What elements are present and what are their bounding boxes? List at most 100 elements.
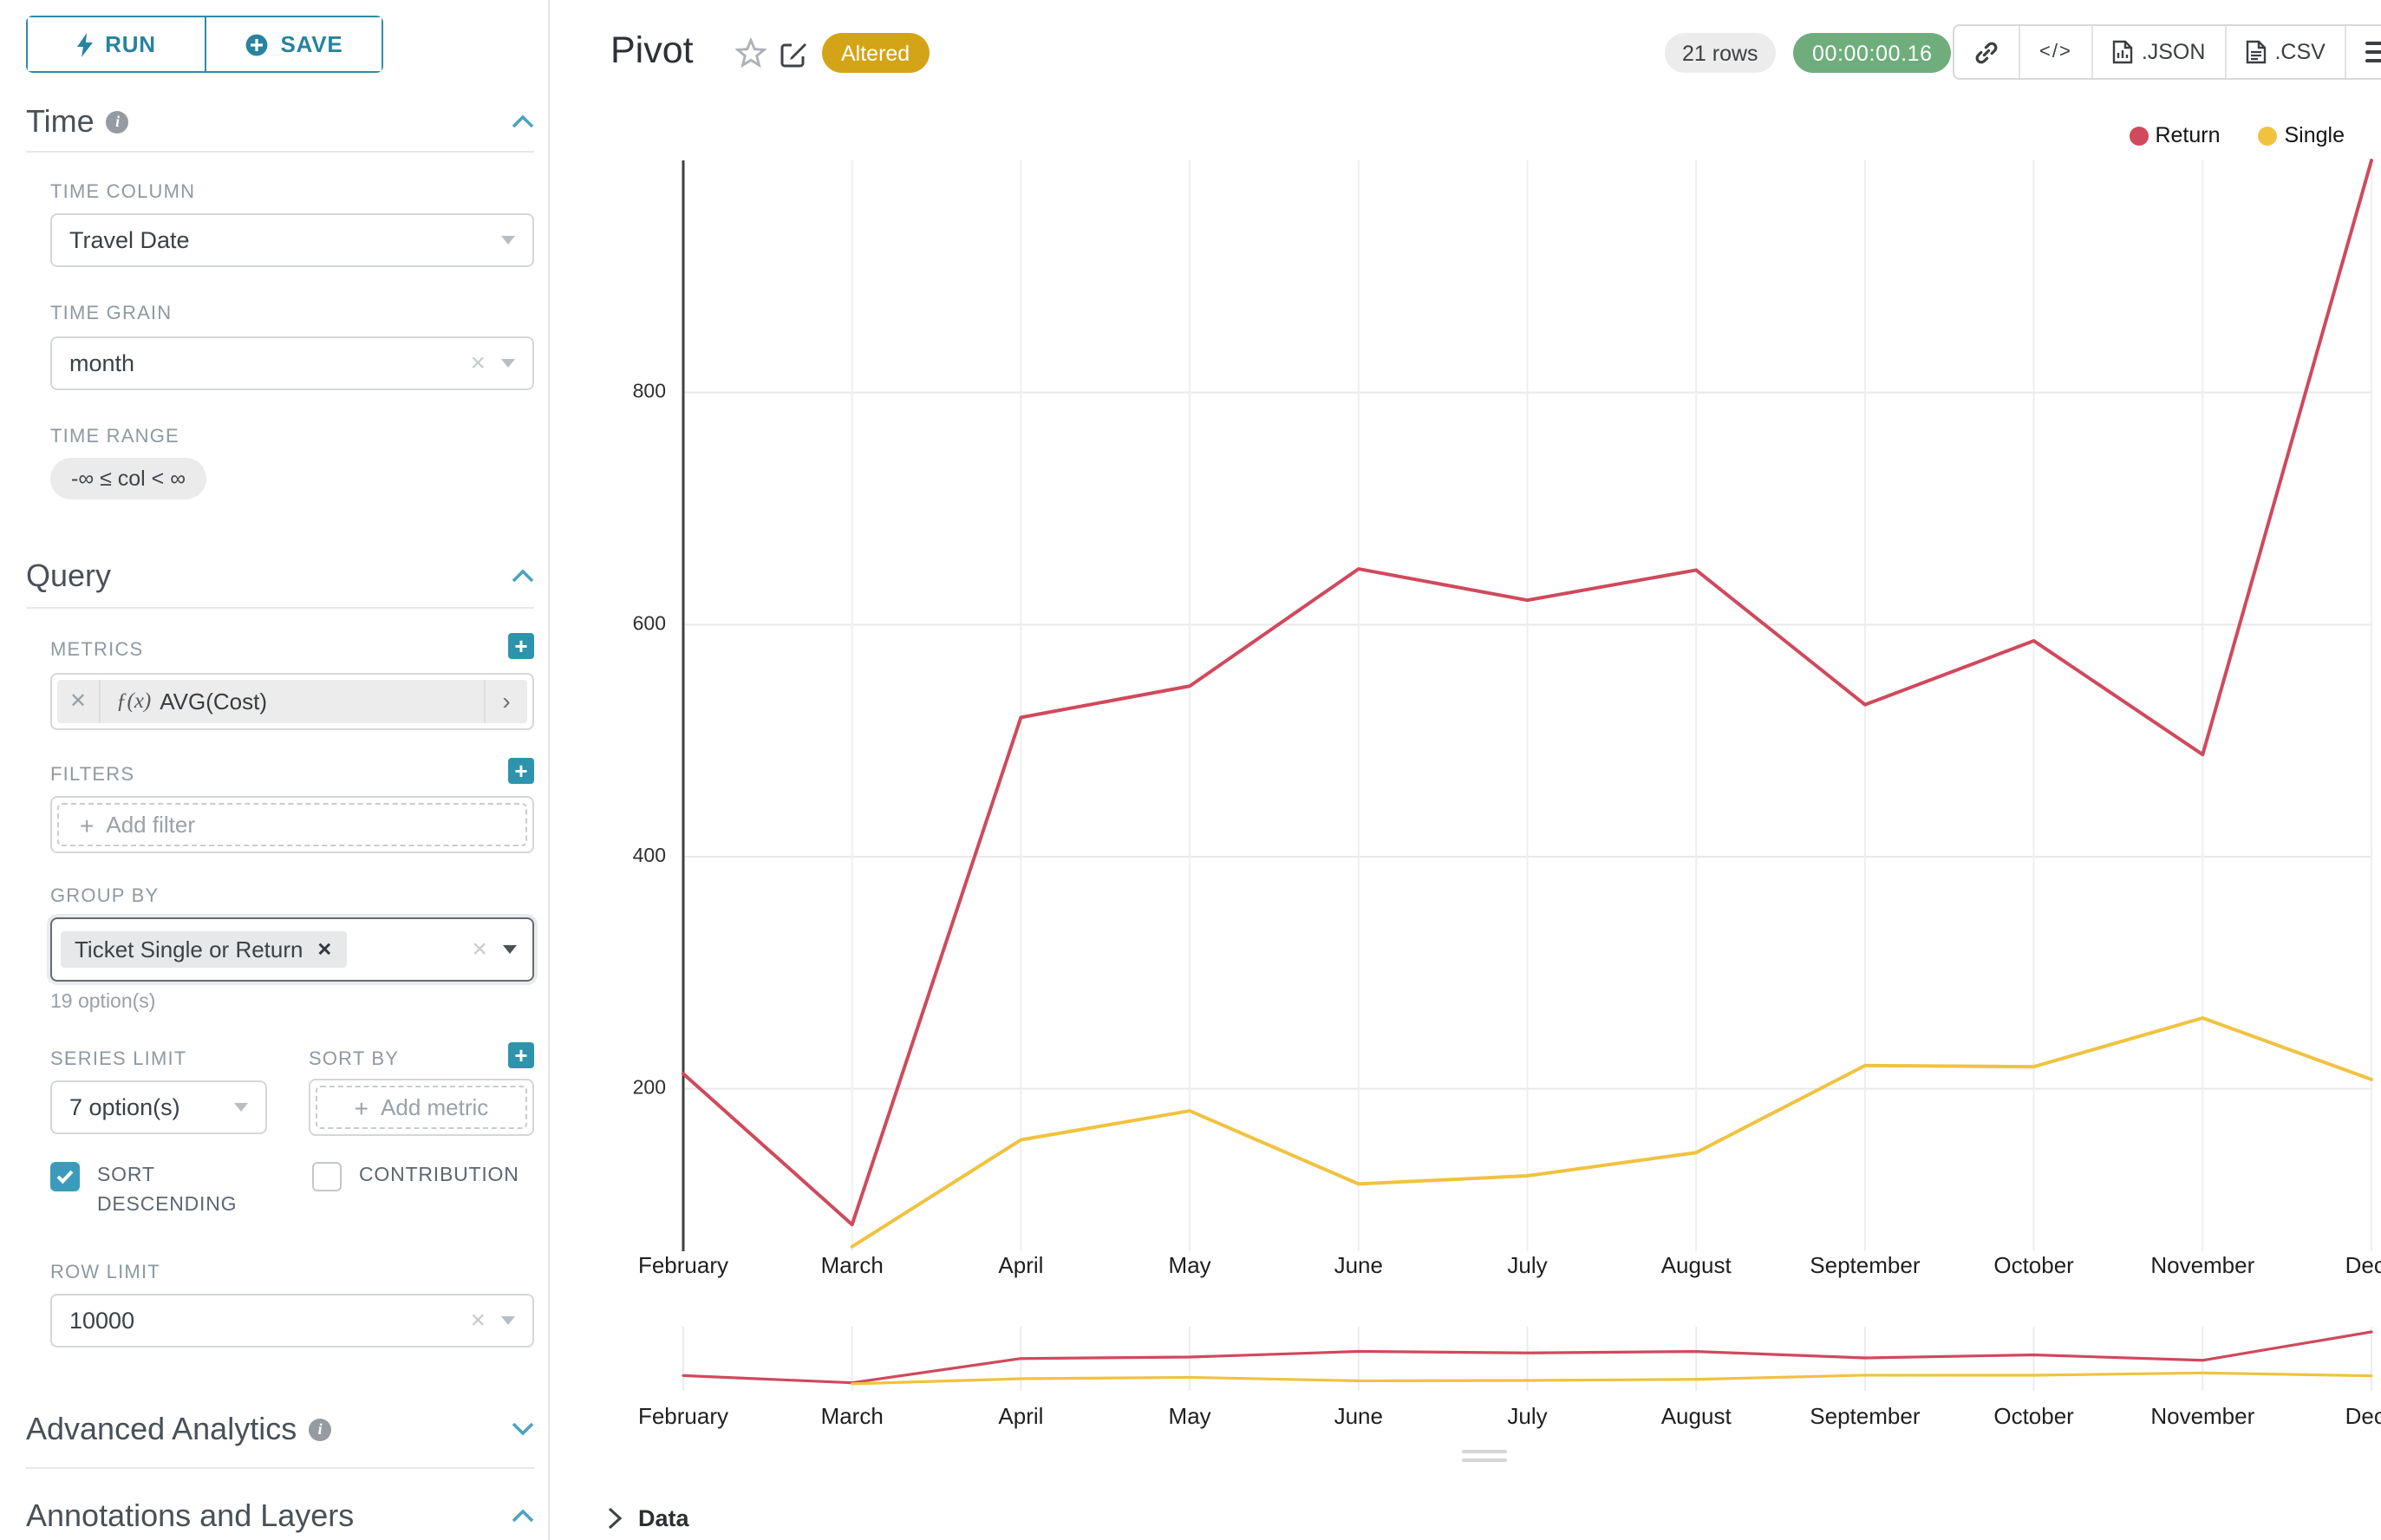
time-range-value: -∞ ≤ col < ∞ [71,467,186,491]
group-by-label: GROUP BY [50,886,160,907]
svg-text:September: September [1810,1403,1921,1429]
csv-file-icon [2246,40,2266,64]
filters-box: + Add filter [50,796,534,853]
handle-line [1462,1450,1507,1453]
add-filter-dropzone[interactable]: + Add filter [57,803,527,846]
time-column-select[interactable]: Travel Date [50,213,534,267]
chevron-up-icon[interactable] [512,569,534,583]
row-count-badge: 21 rows [1665,33,1776,73]
clear-icon[interactable]: × [472,935,487,964]
svg-text:April: April [998,1403,1043,1429]
series-limit-value: 7 option(s) [69,1094,180,1120]
clear-icon[interactable]: × [470,349,486,378]
run-save-button-group: RUN SAVE [26,16,383,73]
export-json-button[interactable]: .JSON [2093,26,2227,78]
data-panel-label: Data [638,1505,689,1531]
query-section-header[interactable]: Query [26,555,534,597]
run-button[interactable]: RUN [28,17,204,71]
chevron-down-icon [501,1316,515,1325]
svg-text:March: March [821,1252,884,1278]
export-csv-button[interactable]: .CSV [2226,26,2346,78]
add-filter-text: Add filter [106,812,195,838]
chevron-right-icon [608,1507,623,1530]
series-limit-select[interactable]: 7 option(s) [50,1080,267,1134]
chevron-down-icon[interactable] [512,1422,534,1436]
svg-text:March: March [821,1403,884,1429]
time-section-header[interactable]: Time i [26,101,534,142]
svg-text:June: June [1334,1403,1383,1429]
group-by-tag[interactable]: Ticket Single or Return ✕ [61,931,347,968]
row-limit-label: ROW LIMIT [50,1263,160,1283]
series-limit-label: SERIES LIMIT [50,1049,187,1070]
altered-badge-label: Altered [841,41,910,65]
legend-item-single[interactable]: Single [2258,123,2345,147]
row-limit-value: 10000 [69,1308,135,1334]
svg-text:200: 200 [633,1076,666,1099]
divider [26,1467,534,1469]
plus-icon: + [80,811,95,839]
code-icon: </> [2039,42,2072,62]
add-metric-button[interactable]: + [508,633,534,659]
view-query-button[interactable]: </> [2020,26,2093,78]
annotations-title: Annotations and Layers [26,1498,355,1532]
divider [26,607,534,609]
control-sidebar: RUN SAVE Time i TIME COLUMN Travel Date … [0,0,550,1540]
info-icon: i [309,1418,332,1440]
time-range-pill[interactable]: -∞ ≤ col < ∞ [50,458,207,499]
sort-descending-control[interactable]: SORT DESCENDING [50,1162,246,1222]
svg-text:July: July [1507,1252,1547,1278]
edit-icon[interactable] [780,40,808,68]
svg-text:February: February [638,1403,728,1429]
lightning-icon [76,32,93,56]
data-panel-toggle[interactable]: Data [607,1505,689,1531]
time-grain-label: TIME GRAIN [50,303,173,324]
svg-text:600: 600 [633,611,666,634]
chevron-up-icon[interactable] [512,1509,534,1523]
group-by-tag-label: Ticket Single or Return [75,936,303,962]
svg-text:September: September [1810,1252,1921,1278]
svg-text:400: 400 [633,844,666,866]
clear-icon[interactable]: × [470,1306,486,1335]
line-chart-canvas[interactable]: 200 400 600 800 February March April May June Jul… [590,0,2381,1474]
legend-dot-return [2129,126,2149,145]
annotations-header[interactable]: Annotations and Layers [26,1495,534,1537]
chart-title: Pivot [610,29,694,71]
svg-text:June: June [1334,1252,1383,1278]
add-sort-metric-dropzone[interactable]: + Add metric [316,1086,527,1129]
remove-metric-icon[interactable]: ✕ [57,680,101,723]
add-sort-metric-button[interactable]: + [508,1042,534,1068]
metrics-label: METRICS [50,640,144,661]
link-icon [1975,41,1998,63]
more-menu-button[interactable] [2346,26,2381,78]
add-filter-button[interactable]: + [508,758,534,784]
advanced-analytics-title: Advanced Analytics [26,1411,297,1445]
plus-circle-icon [245,33,267,55]
row-limit-select[interactable]: 10000 × [50,1294,534,1348]
menu-icon [2365,42,2381,62]
info-icon: i [106,110,129,133]
time-grain-select[interactable]: month × [50,336,534,390]
metric-pill[interactable]: ✕ ƒ(x) AVG(Cost) › [57,680,527,723]
export-csv-label: .CSV [2274,40,2326,64]
sort-descending-checkbox[interactable] [50,1162,80,1191]
caret-right-icon[interactable]: › [484,680,527,723]
json-file-icon [2112,40,2133,64]
contribution-checkbox[interactable] [312,1162,342,1191]
share-link-button[interactable] [1954,26,2020,78]
query-timer-badge: 00:00:00.16 [1793,33,1952,73]
sort-by-label: SORT BY [309,1049,400,1070]
group-by-select[interactable]: Ticket Single or Return ✕ × [50,917,534,982]
metrics-box: ✕ ƒ(x) AVG(Cost) › [50,673,534,730]
remove-tag-icon[interactable]: ✕ [316,939,333,960]
save-button[interactable]: SAVE [204,17,382,71]
contribution-control[interactable]: CONTRIBUTION [312,1162,519,1192]
chart-actions-group: </> .JSON .CSV [1953,24,2381,80]
altered-badge[interactable]: Altered [822,33,930,73]
sort-descending-label: SORT DESCENDING [97,1165,238,1217]
svg-text:July: July [1507,1403,1547,1429]
advanced-analytics-header[interactable]: Advanced Analytics i [26,1408,534,1450]
chevron-up-icon[interactable] [512,114,534,128]
legend-item-return[interactable]: Return [2129,123,2221,147]
star-icon[interactable] [735,38,766,68]
